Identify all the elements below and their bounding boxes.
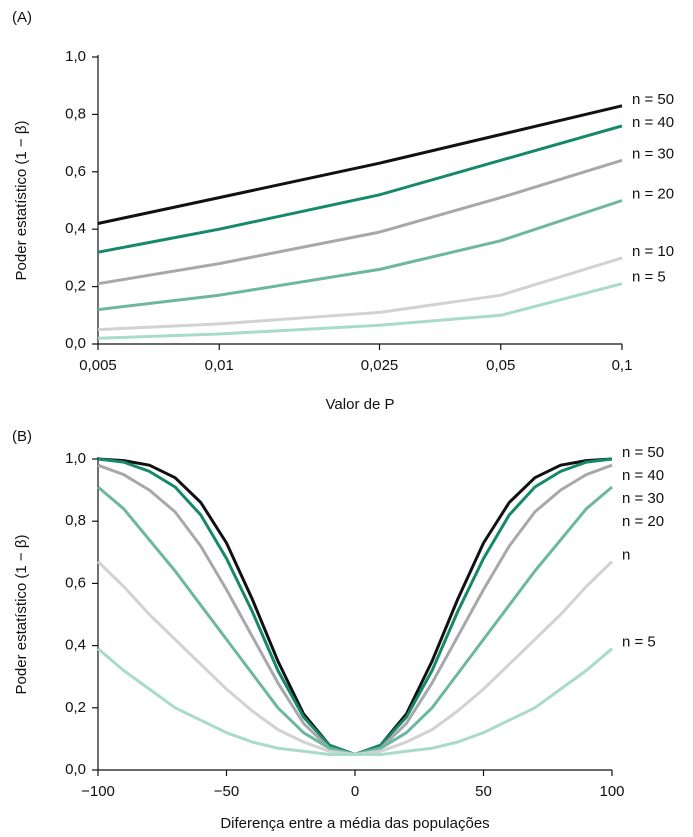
x-axis-label: Valor de P	[326, 396, 395, 413]
series-label: n = 20	[622, 513, 664, 530]
panel-label: (A)	[12, 9, 32, 26]
series-line	[97, 256, 623, 332]
series-line	[97, 485, 613, 756]
y-tick-label: 0,2	[65, 699, 86, 716]
y-tick-label: 0,4	[65, 637, 86, 654]
y-tick-label: 0,6	[65, 574, 86, 591]
x-tick-label: 100	[599, 783, 624, 800]
series-label: n = 20	[632, 185, 674, 202]
series-line	[97, 282, 623, 340]
y-axis-label: Poder estatístico (1 − β)	[13, 535, 30, 695]
x-tick-label: 0,1	[612, 357, 633, 374]
series-label: n = 30	[632, 145, 674, 162]
x-tick-label: 50	[475, 783, 492, 800]
x-tick-label: 0,025	[361, 357, 399, 374]
x-tick-label: 0,01	[205, 357, 234, 374]
series-line	[97, 158, 623, 286]
series-line	[97, 457, 613, 756]
series-label: n = 5	[632, 269, 666, 286]
series-label: n = 50	[622, 444, 664, 461]
x-tick-label: −100	[81, 783, 115, 800]
y-tick-label: 0,6	[65, 163, 86, 180]
y-tick-label: 0,8	[65, 105, 86, 122]
x-tick-label: 0,005	[79, 357, 117, 374]
series-label: n	[622, 547, 630, 564]
y-tick-label: 0,2	[65, 278, 86, 295]
y-tick-label: 0,0	[65, 335, 86, 352]
y-axis-label: Poder estatístico (1 − β)	[13, 121, 30, 281]
series-line	[97, 457, 613, 756]
x-tick-label: 0	[351, 783, 359, 800]
y-tick-label: 0,0	[65, 761, 86, 778]
x-axis-label: Diferença entre a média das populações	[220, 815, 489, 832]
series-label: n = 50	[632, 91, 674, 108]
series-line	[97, 124, 623, 254]
series-line	[97, 647, 613, 756]
series-label: n = 10	[632, 243, 674, 260]
series-line	[97, 104, 623, 225]
series-label: n = 30	[622, 490, 664, 507]
series-line	[97, 463, 613, 756]
x-tick-label: −50	[214, 783, 239, 800]
series-line	[96, 560, 614, 756]
series-label: n = 40	[632, 114, 674, 131]
series-line	[97, 199, 623, 312]
y-tick-label: 1,0	[65, 48, 86, 65]
x-tick-label: 0,05	[486, 357, 515, 374]
y-tick-label: 0,8	[65, 512, 86, 529]
y-tick-label: 1,0	[65, 450, 86, 467]
series-label: n = 5	[622, 634, 656, 651]
panel-label: (B)	[12, 428, 32, 445]
y-tick-label: 0,4	[65, 220, 86, 237]
series-label: n = 40	[622, 467, 664, 484]
